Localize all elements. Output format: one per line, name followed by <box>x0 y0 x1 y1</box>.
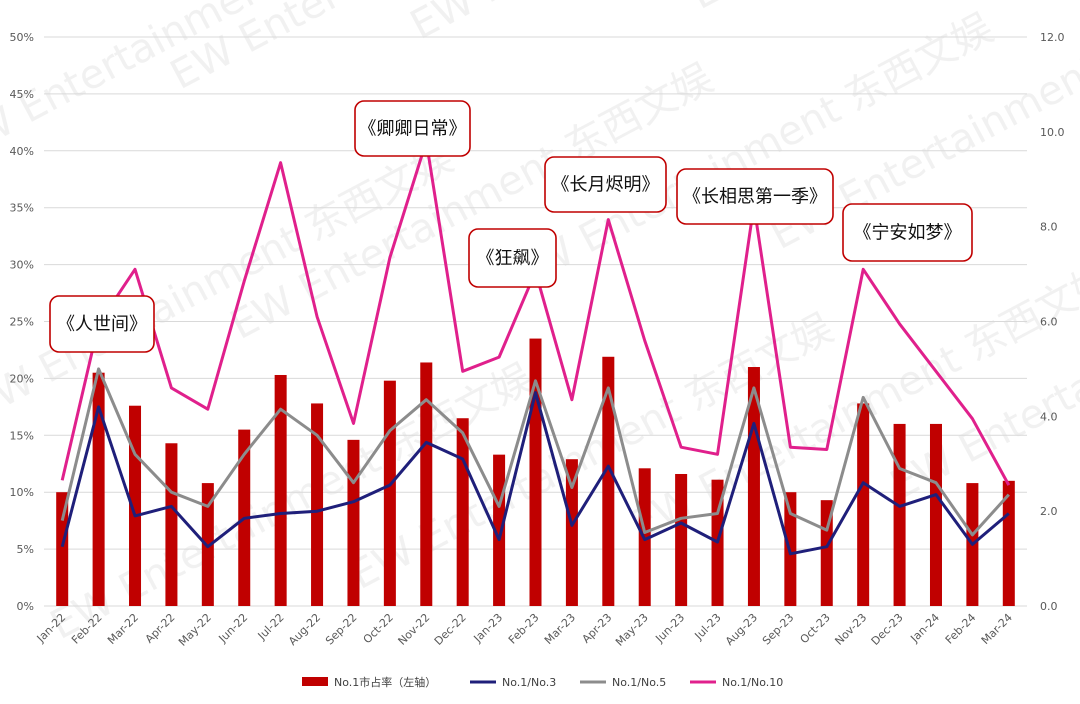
bar <box>529 338 542 606</box>
callout-box <box>842 203 973 262</box>
x-tick-label: Mar-23 <box>542 611 578 647</box>
left-tick-label: 35% <box>10 202 34 215</box>
callout-box <box>676 168 834 225</box>
bar <box>602 356 615 606</box>
series-line <box>60 367 1010 537</box>
bar <box>92 372 105 606</box>
x-tick-label: Feb-24 <box>943 611 979 647</box>
callout-label: 《长相思第一季》 <box>683 187 827 208</box>
right-tick-label: 12.0 <box>1040 31 1065 44</box>
x-tick-label: Jun-23 <box>652 611 687 646</box>
legend-swatch-bar <box>302 677 328 686</box>
left-tick-label: 20% <box>10 372 34 385</box>
bar <box>675 473 688 606</box>
x-tick-label: Mar-24 <box>979 611 1015 647</box>
bar <box>274 374 287 606</box>
x-tick-label: Nov-23 <box>832 611 869 648</box>
x-tick-label: Nov-22 <box>396 611 433 648</box>
bar <box>929 423 942 606</box>
callout-label: 《卿卿日常》 <box>359 119 467 140</box>
bar <box>820 500 833 606</box>
right-tick-label: 0.0 <box>1040 600 1058 613</box>
right-tick-label: 6.0 <box>1040 316 1058 329</box>
bar <box>1002 480 1015 606</box>
bar <box>747 367 760 606</box>
left-tick-label: 5% <box>17 543 34 556</box>
callout-label: 《人世间》 <box>57 314 147 335</box>
x-tick-label: May-23 <box>613 611 651 649</box>
left-tick-label: 45% <box>10 88 34 101</box>
left-tick-label: 10% <box>10 486 34 499</box>
x-tick-label: Dec-22 <box>432 611 469 648</box>
x-tick-label: Apr-23 <box>580 611 615 646</box>
bar <box>565 459 578 606</box>
x-tick-label: Jun-22 <box>216 611 251 646</box>
right-tick-label: 8.0 <box>1040 221 1058 234</box>
x-tick-label: Oct-23 <box>798 611 833 646</box>
left-tick-label: 25% <box>10 316 34 329</box>
left-axis-ticks: 0% 5% 10% 15% 20% 25% 30% 35% 40% 45% 50% <box>10 31 34 613</box>
series-line <box>60 391 1010 556</box>
left-tick-label: 50% <box>10 31 34 44</box>
x-tick-label: Dec-23 <box>869 611 906 648</box>
callout-label: 《长月烬明》 <box>552 175 660 196</box>
bar <box>893 423 906 606</box>
watermark-text: EW Entertainment 东西文娱 <box>403 0 900 49</box>
legend-label: No.1/No.5 <box>612 676 666 689</box>
x-tick-label: Jul-23 <box>692 611 724 643</box>
right-tick-label: 2.0 <box>1040 505 1058 518</box>
bar <box>857 403 870 606</box>
right-axis-ticks: 0.0 2.0 4.0 6.0 8.0 10.0 12.0 <box>1040 31 1065 613</box>
right-tick-label: 4.0 <box>1040 410 1058 423</box>
right-tick-label: 10.0 <box>1040 126 1065 139</box>
x-tick-label: Sep-22 <box>323 611 360 648</box>
bar <box>311 403 324 606</box>
left-tick-label: 30% <box>10 259 34 272</box>
callout-box <box>354 100 471 157</box>
bar <box>383 380 396 606</box>
legend-label: No.1/No.3 <box>502 676 556 689</box>
legend: No.1市占率（左轴） No.1/No.3 No.1/No.5 No.1/No.10 <box>302 675 783 689</box>
x-tick-label: May-22 <box>176 611 214 649</box>
left-tick-label: 0% <box>17 600 34 613</box>
callouts: 《人世间》 《卿卿日常》《狂飙》 《长月烬明》《长相思第一季》《宁安如梦》 <box>49 100 973 353</box>
x-tick-label: Jan-23 <box>471 611 506 646</box>
bar <box>456 418 469 606</box>
x-tick-label: Apr-22 <box>143 611 178 646</box>
x-tick-label: Jul-22 <box>255 611 287 643</box>
x-tick-label: Aug-23 <box>723 611 760 648</box>
legend-label: No.1市占率（左轴） <box>334 675 436 689</box>
bar <box>165 443 178 606</box>
x-tick-label: Jan-24 <box>907 611 942 646</box>
x-tick-label: Feb-23 <box>506 611 542 647</box>
callout-label: 《宁安如梦》 <box>854 223 962 244</box>
bar <box>347 439 360 606</box>
bar <box>56 492 69 606</box>
watermark-text: EW Entertainment 东西文娱 <box>683 0 1080 19</box>
callout-box <box>544 156 667 213</box>
x-tick-label: Sep-23 <box>760 611 797 648</box>
left-tick-label: 40% <box>10 145 34 158</box>
left-tick-label: 15% <box>10 429 34 442</box>
callout-label: 《狂飙》 <box>477 248 549 269</box>
x-tick-label: Aug-22 <box>286 611 323 648</box>
legend-label: No.1/No.10 <box>722 676 783 689</box>
callout-box <box>49 295 155 353</box>
callout-box <box>468 228 557 288</box>
bar <box>420 362 433 606</box>
x-tick-label: Oct-22 <box>361 611 396 646</box>
